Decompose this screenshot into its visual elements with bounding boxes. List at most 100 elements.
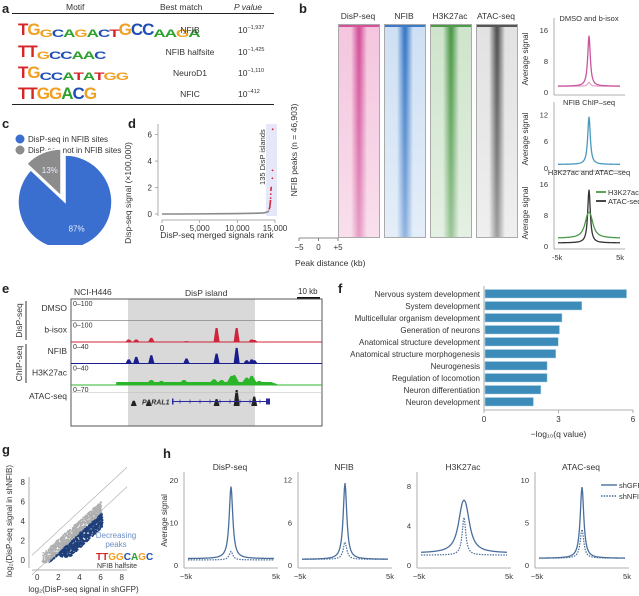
heatmap-xtick-minus5: −5 bbox=[294, 243, 304, 252]
d-xtick: 0 bbox=[160, 224, 165, 233]
point-decreasing bbox=[91, 526, 93, 529]
h-ytick: 4 bbox=[407, 521, 411, 530]
point-decreasing bbox=[73, 551, 76, 554]
heatmap-top-band bbox=[339, 25, 379, 27]
point-decreasing bbox=[87, 536, 90, 539]
point-decreasing bbox=[75, 550, 78, 553]
legend-in-nfib: DisP-seq in NFIB sites bbox=[28, 135, 108, 144]
h-xtick-left: −5k bbox=[531, 572, 544, 581]
heatmap-fade bbox=[477, 25, 517, 237]
motif-logo: TGCCATATGG bbox=[18, 63, 129, 83]
point-all bbox=[65, 532, 68, 535]
heatmap-title: DisP-seq bbox=[340, 11, 376, 21]
scale-bar-label: 10 kb bbox=[298, 287, 318, 296]
h-panel-title: DisP-seq bbox=[213, 462, 248, 472]
point-decreasing bbox=[63, 547, 65, 550]
point-decreasing bbox=[71, 551, 74, 554]
motif-base: G bbox=[36, 84, 50, 103]
point-all bbox=[75, 529, 78, 531]
heatmap-y-label: NFIB peaks (n = 46,903) bbox=[289, 103, 299, 197]
d-ytick: 6 bbox=[148, 131, 153, 140]
profile-legend-label: ATAC-seq bbox=[608, 197, 639, 206]
point-decreasing bbox=[81, 542, 84, 545]
track-name: H3K27ac bbox=[32, 368, 68, 378]
genome-browser: NCI-H446 DisP island 10 kb DisP-seq ChIP-… bbox=[14, 287, 323, 427]
point-all bbox=[96, 504, 99, 507]
point-decreasing bbox=[73, 540, 76, 543]
h-xtick-right: 5k bbox=[272, 572, 280, 581]
g-ytick: 0 bbox=[21, 556, 26, 565]
cell-line-label: NCI-H446 bbox=[74, 287, 112, 297]
motif-base: C bbox=[130, 20, 143, 39]
go-term-label: Anatomical structure morphogenesis bbox=[350, 350, 480, 359]
go-bar bbox=[484, 397, 534, 407]
d-island-point bbox=[269, 201, 272, 203]
point-decreasing bbox=[94, 532, 97, 535]
point-decreasing bbox=[76, 544, 79, 547]
f-x-axis-label: −log₁₀(q value) bbox=[531, 429, 587, 439]
point-all bbox=[73, 525, 76, 528]
p-value: 10−1,937 bbox=[238, 25, 265, 35]
track-range: 0–40 bbox=[73, 366, 89, 373]
point-all bbox=[78, 520, 81, 523]
p-value: 10−1,110 bbox=[238, 68, 265, 78]
point-all bbox=[64, 535, 67, 538]
point-all bbox=[86, 515, 89, 518]
g-ytick: 8 bbox=[21, 478, 26, 487]
d-island-point bbox=[268, 205, 271, 207]
point-decreasing bbox=[76, 535, 79, 538]
point-decreasing bbox=[68, 549, 71, 552]
point-decreasing bbox=[77, 534, 80, 537]
motif-base: C bbox=[146, 552, 153, 563]
pie-slice-not-in-nfib bbox=[25, 148, 62, 198]
point-decreasing bbox=[85, 536, 88, 539]
d-ytick: 2 bbox=[148, 184, 153, 193]
point-all bbox=[68, 533, 71, 536]
point-all bbox=[65, 534, 68, 537]
point-all bbox=[50, 544, 53, 547]
motif-base: G bbox=[115, 70, 129, 83]
h-line-shgfp bbox=[301, 483, 389, 560]
point-all bbox=[42, 556, 45, 559]
heatmap-top-band bbox=[477, 25, 517, 27]
point-all bbox=[80, 525, 83, 528]
rank-plot: Disp-seq signal (×100,000) DisP-seq merg… bbox=[123, 124, 288, 244]
motif-logo: TTGCCAAC bbox=[18, 42, 106, 62]
point-decreasing bbox=[97, 523, 100, 526]
point-all bbox=[42, 560, 45, 563]
d-island-point bbox=[269, 193, 272, 196]
point-decreasing bbox=[101, 519, 104, 522]
point-decreasing bbox=[91, 521, 94, 523]
point-all bbox=[75, 524, 78, 527]
point-all bbox=[89, 521, 91, 524]
d-island-point bbox=[271, 169, 274, 172]
profile-ytick: 0 bbox=[544, 88, 548, 97]
h-panel-title: ATAC-seq bbox=[562, 462, 600, 472]
point-all bbox=[92, 509, 94, 512]
point-all bbox=[62, 542, 65, 545]
point-all bbox=[94, 512, 97, 515]
point-all bbox=[42, 557, 45, 560]
h-legend-label: shNFIB bbox=[619, 492, 639, 501]
p-value: 10−412 bbox=[238, 89, 260, 99]
h-xtick-right: 5k bbox=[505, 572, 513, 581]
point-all bbox=[84, 514, 87, 517]
heatmap-x-axis: −5 0 +5 Peak distance (kb) bbox=[294, 237, 366, 268]
point-all bbox=[47, 548, 50, 551]
profile-line-atac-seq bbox=[557, 189, 621, 244]
point-decreasing bbox=[89, 523, 92, 526]
point-all bbox=[54, 542, 57, 544]
motif-base: C bbox=[124, 552, 131, 563]
d-xtick: 10,000 bbox=[225, 224, 250, 233]
motif-logo: TGGCAGACTGCCAAGA bbox=[18, 20, 201, 40]
d-xtick: 5,000 bbox=[190, 224, 211, 233]
point-all bbox=[75, 534, 78, 537]
d-island-point bbox=[269, 199, 272, 202]
point-decreasing bbox=[83, 529, 86, 532]
point-decreasing bbox=[92, 520, 95, 523]
profile-xtick-left: -5k bbox=[552, 253, 563, 262]
panel-label-b: b bbox=[299, 1, 307, 16]
d-ytick: 0 bbox=[148, 210, 153, 219]
go-bar bbox=[484, 361, 548, 371]
